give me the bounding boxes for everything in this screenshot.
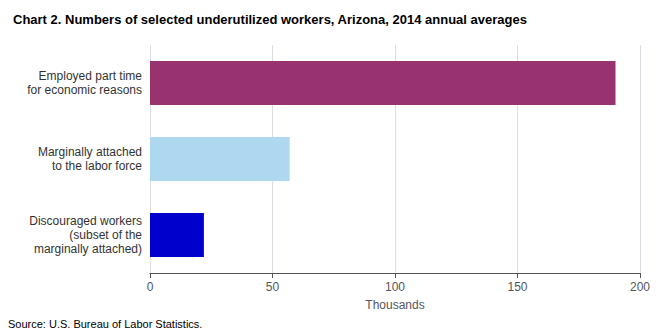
svg-text:100: 100 — [385, 280, 405, 294]
svg-text:for economic reasons: for economic reasons — [27, 83, 142, 97]
svg-text:Thousands: Thousands — [365, 298, 424, 312]
svg-text:0: 0 — [147, 280, 154, 294]
svg-text:Discouraged workers: Discouraged workers — [29, 214, 142, 228]
svg-text:Marginally attached: Marginally attached — [38, 145, 142, 159]
svg-text:(subset of the: (subset of the — [69, 228, 142, 242]
svg-text:to the labor force: to the labor force — [52, 159, 142, 173]
svg-text:50: 50 — [266, 280, 280, 294]
svg-text:marginally attached): marginally attached) — [34, 242, 142, 256]
svg-text:Source: U.S. Bureau of Labor S: Source: U.S. Bureau of Labor Statistics. — [8, 318, 202, 330]
svg-text:200: 200 — [630, 280, 650, 294]
svg-text:150: 150 — [507, 280, 527, 294]
svg-text:Chart 2. Numbers of selected u: Chart 2. Numbers of selected underutiliz… — [13, 12, 527, 27]
svg-text:Employed part time: Employed part time — [39, 69, 143, 83]
